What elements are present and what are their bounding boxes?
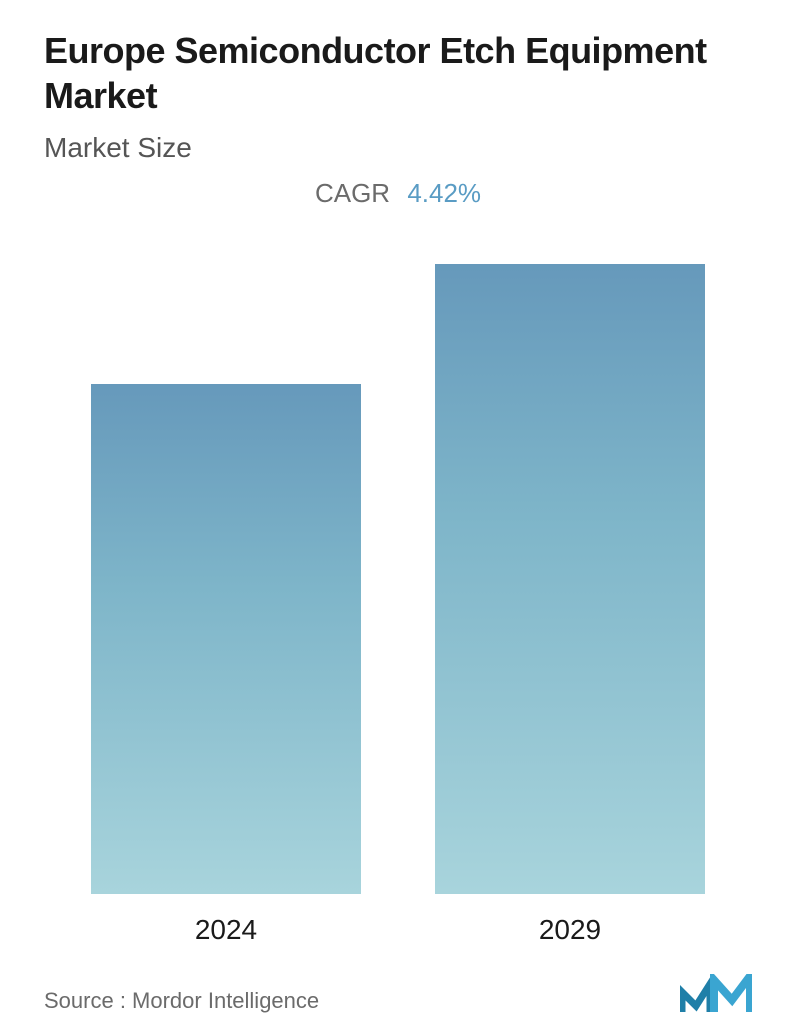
cagr-label: CAGR <box>315 178 390 208</box>
cagr-row: CAGR 4.42% <box>44 178 752 209</box>
chart-title: Europe Semiconductor Etch Equipment Mark… <box>44 28 752 118</box>
footer: Source : Mordor Intelligence <box>44 954 752 1014</box>
bar-group-2024: 2024 <box>54 384 398 954</box>
chart-subtitle: Market Size <box>44 132 752 164</box>
brand-logo-icon <box>680 974 752 1014</box>
chart-area: 2024 2029 <box>44 227 752 954</box>
cagr-value: 4.42% <box>407 178 481 208</box>
bar-label-2029: 2029 <box>539 914 601 946</box>
bar-2029 <box>435 264 705 894</box>
bar-label-2024: 2024 <box>195 914 257 946</box>
bar-group-2029: 2029 <box>398 264 742 954</box>
bar-2024 <box>91 384 361 894</box>
source-text: Source : Mordor Intelligence <box>44 988 319 1014</box>
